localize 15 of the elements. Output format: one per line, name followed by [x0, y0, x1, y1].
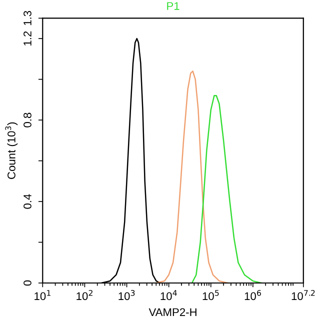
x-tick-label: 10$^{5}$: [202, 290, 219, 300]
chart-title: P1: [167, 2, 180, 10]
y-axis-title: Count (10$^{3}$): [5, 122, 18, 179]
x-tick-label: 10$^{7.2}$: [292, 290, 315, 300]
y-tick-label: 0.8: [24, 112, 32, 128]
x-tick-label: 10$^{2}$: [76, 290, 92, 300]
y-tick-label: 1.3: [24, 10, 32, 26]
x-axis-title: VAMP2-H: [148, 308, 196, 316]
y-tick-label: 1.2: [24, 31, 32, 46]
y-tick-label: 0.4: [24, 194, 32, 209]
x-tick-label: 10$^{1}$: [34, 290, 50, 300]
x-tick-label: 10$^{4}$: [160, 290, 177, 300]
x-tick-label: 10$^{3}$: [118, 290, 135, 300]
x-tick-label: 10$^{6}$: [244, 290, 261, 300]
y-tick-label: 0: [24, 280, 32, 286]
